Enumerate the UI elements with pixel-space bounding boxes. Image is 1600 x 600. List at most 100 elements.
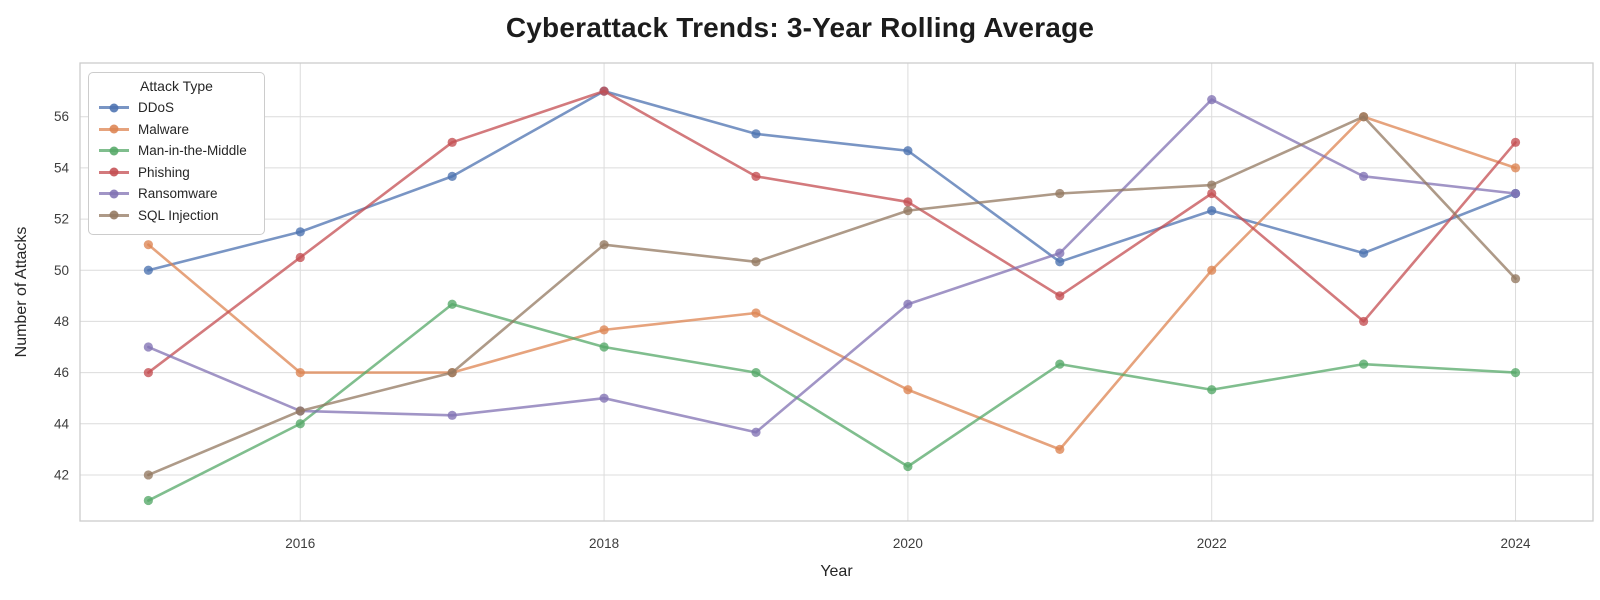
data-point-sql-injection (751, 257, 761, 267)
data-point-malware (1207, 265, 1217, 275)
data-point-ddos (143, 265, 153, 275)
y-tick-label: 52 (54, 212, 69, 227)
legend-label: Malware (138, 121, 190, 137)
data-point-phishing (1207, 188, 1217, 199)
data-point-sql-injection (1055, 188, 1065, 199)
legend-marker-icon (99, 124, 129, 135)
data-point-sql-injection (1359, 112, 1369, 122)
data-point-man-in-the-middle (751, 367, 761, 378)
x-tick-label: 2022 (1197, 536, 1227, 551)
data-point-man-in-the-middle (143, 495, 153, 506)
legend-item-ransomware: Ransomware (99, 183, 254, 205)
x-tick-label: 2018 (589, 536, 619, 551)
data-point-malware (1055, 444, 1065, 454)
data-point-sql-injection (143, 470, 153, 480)
data-point-malware (903, 385, 913, 395)
plot-border (79, 62, 1594, 522)
data-point-man-in-the-middle (1510, 367, 1521, 378)
data-point-ransomware (599, 393, 609, 403)
data-point-phishing (751, 171, 761, 181)
data-point-malware (1510, 163, 1521, 173)
data-point-malware (751, 308, 761, 318)
data-point-man-in-the-middle (1359, 359, 1369, 369)
data-point-malware (599, 325, 609, 335)
data-point-sql-injection (447, 367, 457, 378)
legend-marker-icon (99, 102, 129, 113)
legend-label: Ransomware (138, 186, 218, 202)
y-tick-label: 54 (54, 160, 70, 175)
series-line-ransomware (147, 98, 1517, 434)
data-point-phishing (599, 86, 609, 96)
data-point-phishing (903, 197, 913, 207)
data-point-man-in-the-middle (1207, 385, 1217, 395)
legend-label: DDoS (138, 100, 175, 116)
legend: Attack Type DDoS Malware Man-in-the-Middle… (88, 72, 265, 235)
series-line-ddos (147, 89, 1517, 272)
data-point-sql-injection (1207, 180, 1217, 190)
x-tick-label: 2016 (285, 536, 315, 551)
data-point-malware (143, 240, 153, 250)
legend-item-sql-injection: SQL Injection (99, 205, 254, 227)
y-tick-label: 42 (54, 467, 69, 482)
x-axis-label: Year (820, 563, 853, 580)
y-tick-label: 56 (54, 109, 69, 124)
data-point-sql-injection (295, 406, 305, 416)
x-tick-label: 2024 (1501, 536, 1532, 551)
series-line-phishing (147, 89, 1517, 374)
legend-title: Attack Type (140, 78, 213, 94)
series-line-malware (147, 115, 1517, 451)
data-point-man-in-the-middle (599, 342, 609, 352)
data-point-phishing (295, 252, 305, 263)
data-point-phishing (143, 367, 153, 378)
legend-item-phishing: Phishing (99, 162, 254, 184)
data-point-malware (295, 367, 305, 378)
legend-marker-icon (99, 210, 129, 221)
data-point-ransomware (1359, 171, 1369, 181)
y-tick-label: 46 (54, 365, 69, 380)
data-point-phishing (1510, 137, 1521, 147)
data-point-phishing (1359, 316, 1369, 327)
data-point-ransomware (903, 299, 913, 309)
legend-item-ddos: DDoS (99, 97, 254, 119)
data-point-man-in-the-middle (1055, 359, 1065, 369)
data-point-ransomware (143, 342, 153, 352)
data-point-ransomware (751, 427, 761, 437)
y-tick-label: 48 (54, 314, 69, 329)
y-axis-label: Number of Attacks (13, 226, 30, 358)
y-tick-label: 50 (54, 263, 69, 278)
legend-items: DDoS Malware Man-in-the-Middle Phishing Rans… (99, 97, 254, 226)
data-point-ransomware (1207, 94, 1217, 105)
data-point-ransomware (1055, 248, 1065, 258)
legend-marker-icon (99, 188, 129, 199)
data-point-sql-injection (903, 206, 913, 216)
x-tick-label: 2020 (893, 536, 923, 551)
data-point-sql-injection (599, 240, 609, 250)
data-point-ddos (447, 171, 457, 181)
data-point-ddos (1207, 206, 1217, 216)
data-point-ransomware (1510, 188, 1521, 199)
legend-label: Phishing (138, 164, 190, 180)
data-point-phishing (1055, 291, 1065, 301)
legend-item-man-in-the-middle: Man-in-the-Middle (99, 140, 254, 162)
data-point-man-in-the-middle (447, 299, 457, 309)
data-point-ransomware (447, 410, 457, 420)
data-point-man-in-the-middle (903, 461, 913, 472)
data-point-ddos (751, 129, 761, 139)
legend-marker-icon (99, 167, 129, 178)
data-point-ddos (1055, 257, 1065, 267)
data-point-ddos (1359, 248, 1369, 258)
series-line-sql-injection (147, 115, 1517, 477)
chart-title: Cyberattack Trends: 3-Year Rolling Avera… (505, 12, 1095, 43)
legend-marker-icon (99, 145, 129, 156)
legend-label: SQL Injection (138, 207, 219, 223)
data-point-sql-injection (1510, 274, 1521, 284)
y-tick-label: 44 (54, 416, 70, 431)
data-point-man-in-the-middle (295, 419, 305, 429)
legend-item-malware: Malware (99, 119, 254, 141)
data-point-ddos (295, 227, 305, 237)
series-line-man-in-the-middle (147, 302, 1517, 502)
legend-label: Man-in-the-Middle (138, 143, 247, 159)
data-point-ddos (903, 146, 913, 156)
